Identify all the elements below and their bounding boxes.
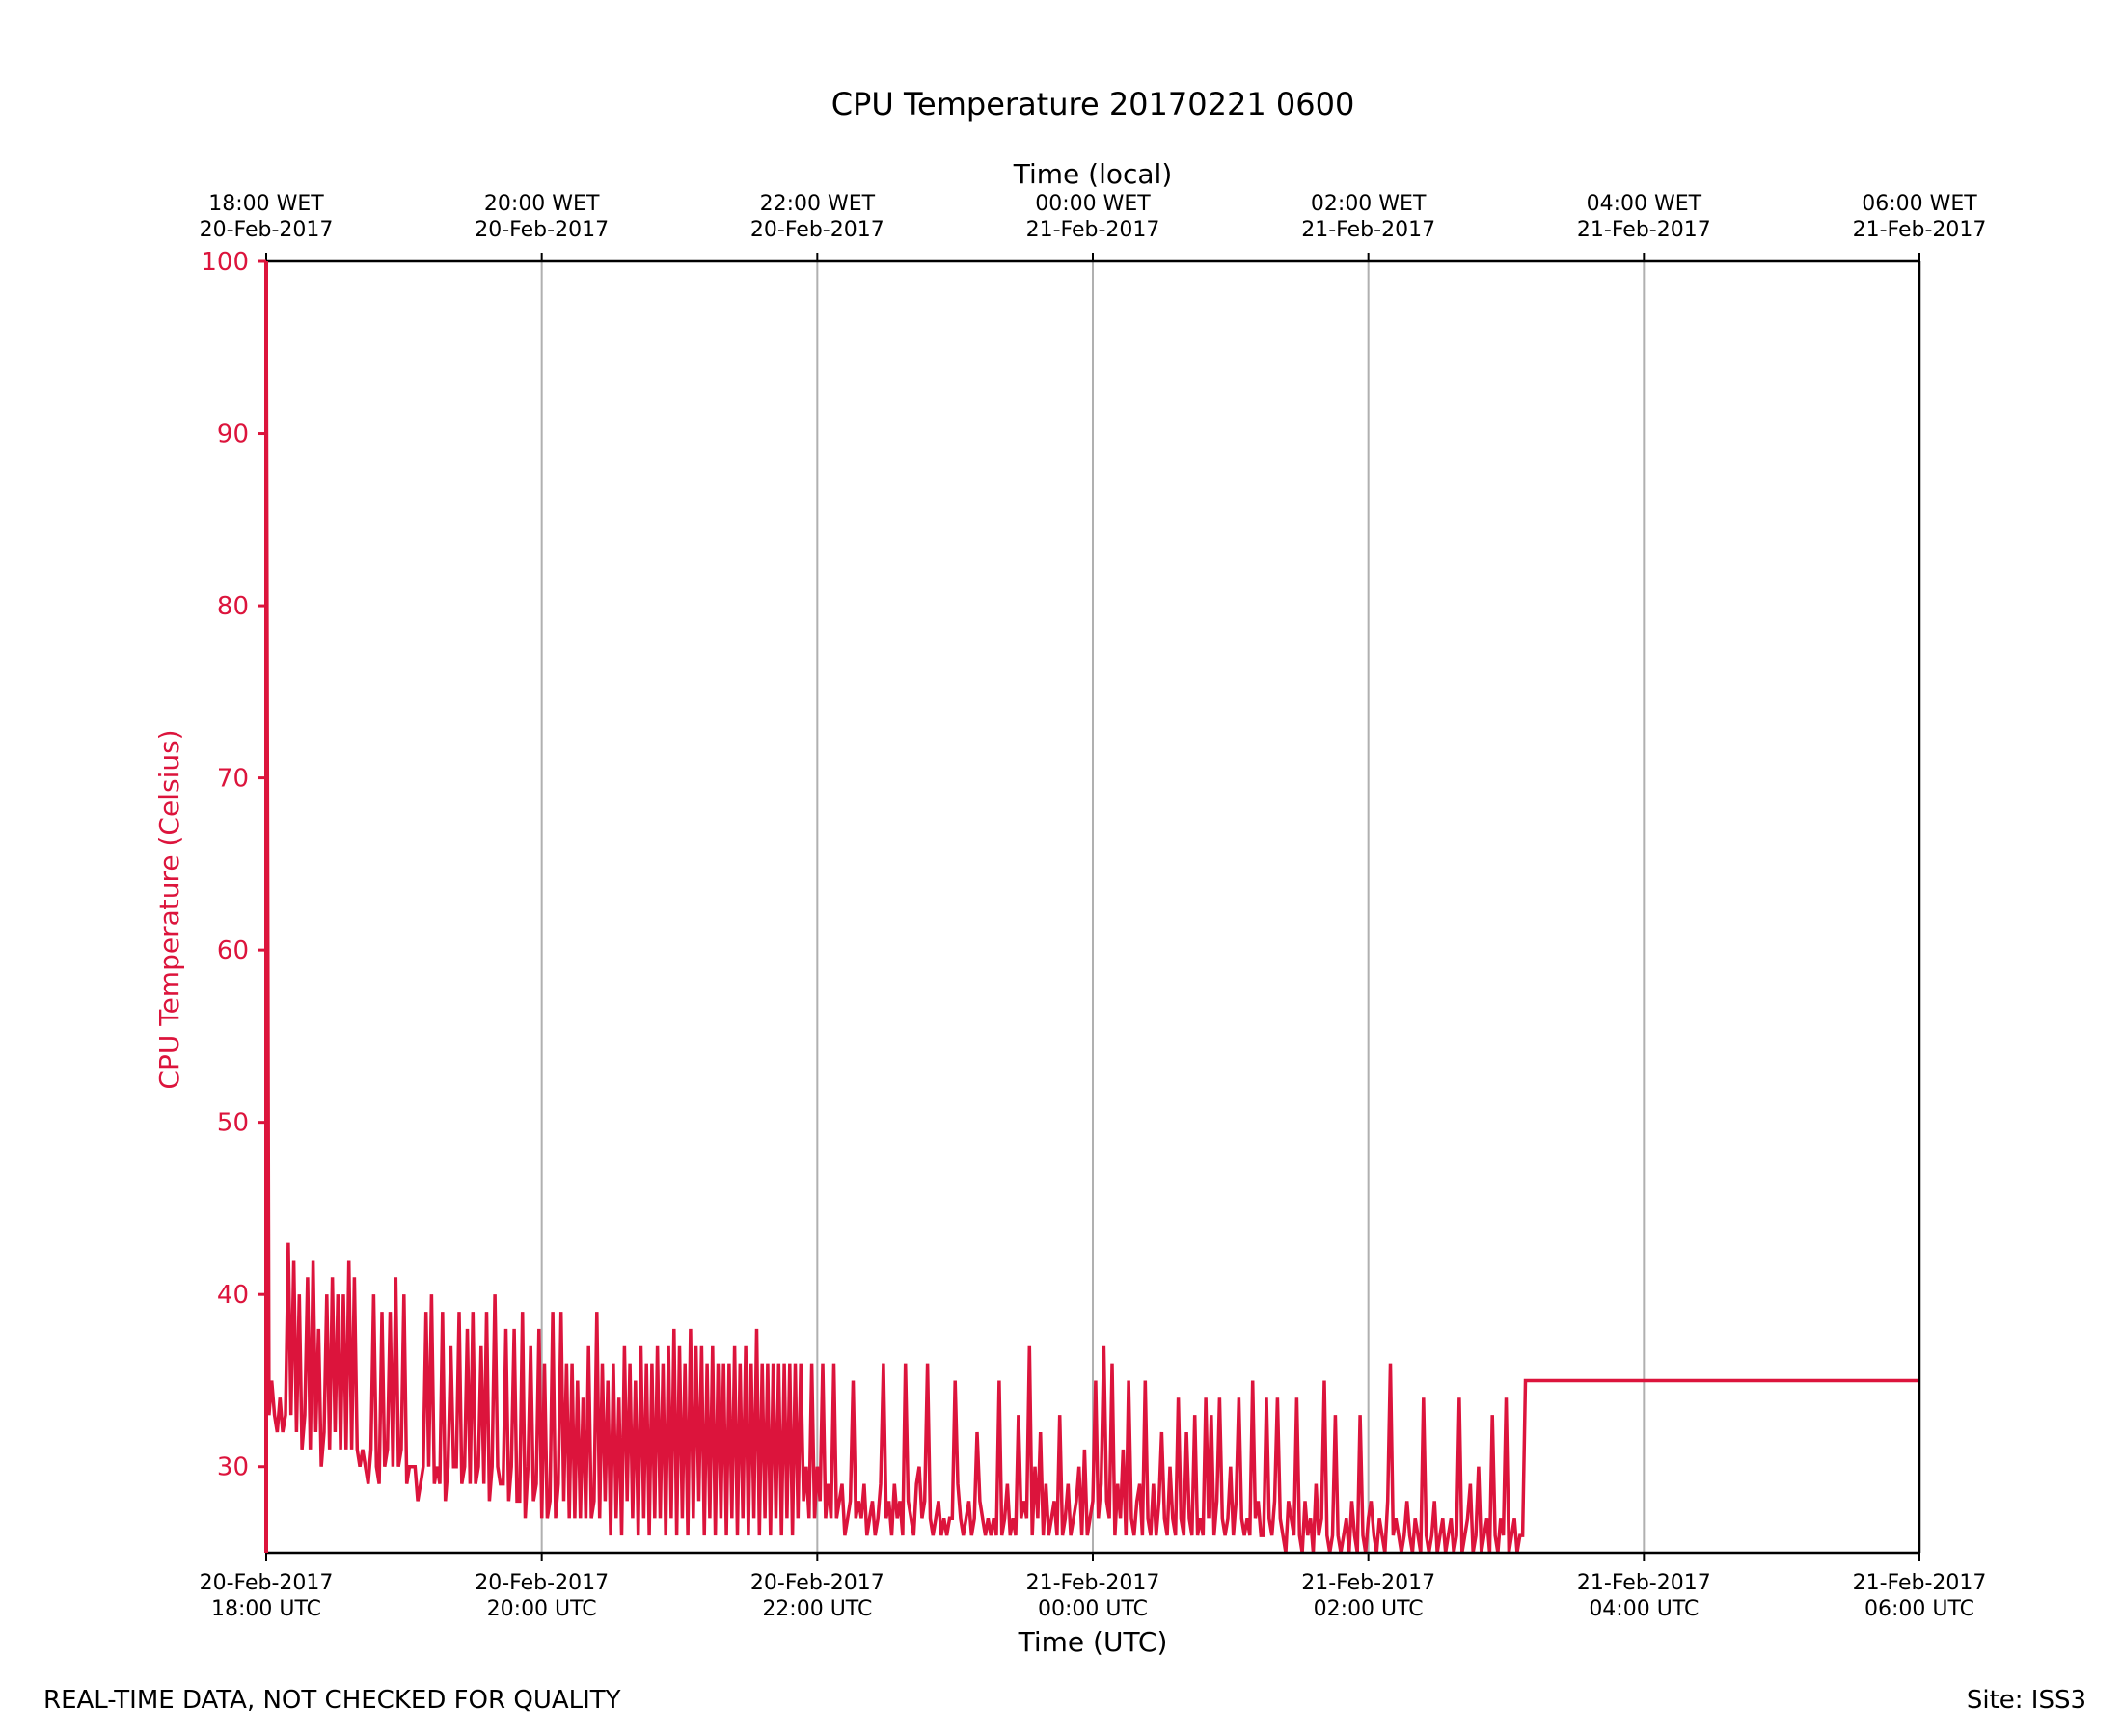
x-tick-date: 21-Feb-2017 bbox=[1577, 1571, 1711, 1595]
x-axis-label: Time (UTC) bbox=[1018, 1626, 1168, 1658]
series-line-cpu-temperature bbox=[264, 260, 1919, 1554]
x-tick-date: 21-Feb-2017 bbox=[1853, 1571, 1987, 1595]
x-tick-date: 20-Feb-2017 bbox=[750, 1571, 884, 1595]
y-tick-label: 40 bbox=[217, 1281, 249, 1310]
x-tick-date: 21-Feb-2017 bbox=[1301, 1571, 1435, 1595]
x-tick-time: 18:00 UTC bbox=[211, 1597, 321, 1621]
chart-title: CPU Temperature 20170221 0600 bbox=[831, 86, 1355, 122]
x-tick-time: 04:00 UTC bbox=[1589, 1597, 1699, 1621]
top-x-tick-time: 20:00 WET bbox=[484, 192, 600, 216]
top-x-tick-date: 21-Feb-2017 bbox=[1577, 218, 1711, 242]
top-x-tick-date: 20-Feb-2017 bbox=[750, 218, 884, 242]
x-tick-date: 20-Feb-2017 bbox=[200, 1571, 334, 1595]
top-x-tick-date: 20-Feb-2017 bbox=[200, 218, 334, 242]
x-tick-time: 00:00 UTC bbox=[1038, 1597, 1148, 1621]
top-x-tick-time: 02:00 WET bbox=[1311, 192, 1427, 216]
y-tick-label: 50 bbox=[217, 1109, 249, 1138]
y-axis-label: CPU Temperature (Celsius) bbox=[153, 729, 185, 1089]
top-x-tick-date: 21-Feb-2017 bbox=[1026, 218, 1160, 242]
top-x-tick-time: 06:00 WET bbox=[1862, 192, 1977, 216]
series-layer bbox=[264, 260, 1919, 1554]
quality-note: REAL-TIME DATA, NOT CHECKED FOR QUALITY bbox=[43, 1686, 621, 1715]
x-tick-time: 22:00 UTC bbox=[762, 1597, 872, 1621]
y-tick-label: 70 bbox=[217, 765, 249, 794]
site-label: Site: ISS3 bbox=[1966, 1686, 2086, 1715]
y-tick-label: 90 bbox=[217, 420, 249, 449]
y-tick-label: 60 bbox=[217, 936, 249, 965]
y-tick-label: 80 bbox=[217, 592, 249, 621]
axes bbox=[258, 253, 1921, 1561]
grid-lines bbox=[540, 261, 1646, 1553]
top-x-tick-date: 21-Feb-2017 bbox=[1301, 218, 1435, 242]
top-axis-label: Time (local) bbox=[1013, 158, 1173, 190]
top-x-tick-date: 21-Feb-2017 bbox=[1853, 218, 1987, 242]
top-x-tick-date: 20-Feb-2017 bbox=[475, 218, 609, 242]
x-tick-time: 20:00 UTC bbox=[487, 1597, 597, 1621]
x-tick-date: 20-Feb-2017 bbox=[475, 1571, 609, 1595]
top-x-tick-time: 00:00 WET bbox=[1035, 192, 1151, 216]
top-x-tick-time: 04:00 WET bbox=[1587, 192, 1702, 216]
y-tick-label: 100 bbox=[201, 248, 249, 277]
top-x-tick-time: 18:00 WET bbox=[208, 192, 324, 216]
x-tick-date: 21-Feb-2017 bbox=[1026, 1571, 1160, 1595]
x-tick-time: 02:00 UTC bbox=[1314, 1597, 1424, 1621]
x-tick-time: 06:00 UTC bbox=[1864, 1597, 1974, 1621]
top-x-tick-time: 22:00 WET bbox=[760, 192, 876, 216]
y-tick-label: 30 bbox=[217, 1453, 249, 1482]
